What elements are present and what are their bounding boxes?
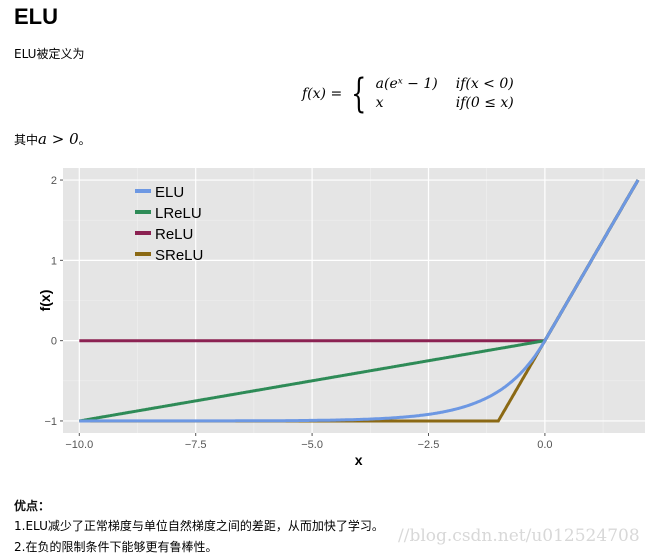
y-tick-label: −1	[44, 416, 57, 428]
case1-cond: if(x < 0)	[455, 76, 514, 92]
page-title: ELU	[14, 4, 58, 29]
x-tick-label: −2.5	[418, 439, 440, 451]
activation-chart: −10.0 −7.5 −5.0 −2.5 0.0 −1 0 1 2 x f(x) ELU LReLU Re…	[37, 168, 645, 468]
formula-lhs: f(x) =	[302, 86, 343, 102]
y-tick-label: 0	[51, 336, 57, 348]
watermark: //blog.csdn.net/u012524708	[398, 526, 640, 546]
legend-label: ELU	[155, 184, 184, 201]
x-tick-label: 0.0	[537, 439, 552, 451]
case1-expr: a(eˣ − 1)	[375, 76, 438, 92]
brace: {	[351, 71, 367, 117]
advantages-heading: 优点：	[14, 499, 51, 513]
legend-label: SReLU	[155, 247, 203, 264]
condition-text: 其中a > 0。	[14, 130, 91, 148]
legend-label: LReLU	[155, 205, 202, 222]
y-tick-label: 1	[51, 255, 57, 267]
x-axis-label: x	[355, 452, 363, 468]
condition-prefix: 其中	[14, 133, 39, 147]
condition-math: a > 0	[38, 130, 79, 148]
case2-expr: x	[375, 95, 384, 111]
intro-text: ELU被定义为	[14, 47, 85, 61]
advantage-item: 1.ELU减少了正常梯度与单位自然梯度之间的差距，从而加快了学习。	[14, 519, 384, 533]
advantage-item: 2.在负的限制条件下能够更有鲁棒性。	[14, 540, 218, 554]
x-tick-label: −10.0	[65, 439, 93, 451]
y-axis-label: f(x)	[37, 290, 53, 312]
x-tick-label: −7.5	[185, 439, 207, 451]
elu-formula: f(x) = { a(eˣ − 1) if(x < 0) x if(0 ≤ x)	[302, 74, 514, 114]
case2-cond: if(0 ≤ x)	[455, 95, 514, 111]
series-line-elu	[79, 179, 640, 423]
y-tick-label: 2	[51, 175, 57, 187]
x-tick-label: −5.0	[301, 439, 323, 451]
legend-label: ReLU	[155, 226, 193, 243]
condition-suffix: 。	[78, 133, 91, 147]
